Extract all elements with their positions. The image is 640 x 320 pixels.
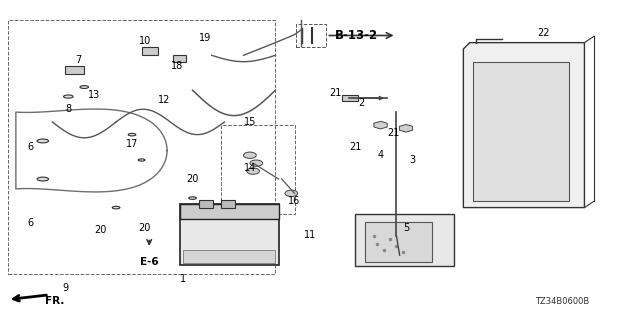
- Bar: [221, 125, 294, 214]
- Text: TZ34B0600B: TZ34B0600B: [535, 297, 589, 306]
- Text: 1: 1: [180, 274, 186, 284]
- Text: 12: 12: [157, 95, 170, 105]
- Bar: [180, 204, 278, 219]
- Bar: [65, 67, 84, 74]
- Bar: [180, 204, 278, 265]
- Bar: [473, 62, 568, 201]
- Text: 6: 6: [27, 219, 33, 228]
- Bar: [199, 200, 213, 208]
- Text: 2: 2: [358, 98, 365, 108]
- Ellipse shape: [128, 133, 136, 136]
- Text: 3: 3: [410, 155, 415, 165]
- Ellipse shape: [112, 206, 120, 209]
- Text: 20: 20: [139, 223, 151, 233]
- FancyArrowPatch shape: [358, 96, 383, 100]
- Text: 22: 22: [537, 28, 549, 38]
- Text: 13: 13: [88, 90, 100, 100]
- Bar: [342, 95, 358, 101]
- Bar: [183, 251, 275, 263]
- Text: 17: 17: [126, 139, 138, 149]
- Polygon shape: [463, 43, 584, 208]
- Text: 8: 8: [65, 104, 71, 114]
- Bar: [173, 55, 186, 62]
- Text: 7: 7: [75, 55, 81, 65]
- Ellipse shape: [63, 95, 73, 98]
- Text: 21: 21: [330, 88, 342, 98]
- Text: 14: 14: [244, 163, 256, 173]
- Ellipse shape: [189, 197, 196, 199]
- Text: 19: 19: [199, 33, 211, 43]
- Bar: [141, 47, 157, 55]
- Ellipse shape: [37, 177, 49, 181]
- Text: 4: 4: [378, 150, 383, 160]
- Text: B-13-2: B-13-2: [335, 29, 378, 42]
- Circle shape: [246, 168, 259, 174]
- Text: 20: 20: [186, 174, 199, 184]
- Text: 16: 16: [289, 196, 301, 206]
- Bar: [221, 200, 236, 208]
- Text: 10: 10: [139, 36, 151, 46]
- Bar: [296, 24, 326, 47]
- Text: 20: 20: [94, 225, 106, 235]
- Bar: [8, 20, 275, 274]
- Circle shape: [285, 190, 298, 196]
- Ellipse shape: [37, 139, 49, 143]
- Text: 9: 9: [62, 284, 68, 293]
- Text: 21: 21: [387, 128, 399, 138]
- Text: 18: 18: [170, 61, 183, 71]
- Text: 11: 11: [304, 229, 317, 240]
- Text: 21: 21: [349, 142, 361, 152]
- Bar: [365, 222, 431, 261]
- Circle shape: [244, 152, 256, 158]
- Ellipse shape: [80, 86, 88, 88]
- Text: E-6: E-6: [140, 257, 159, 267]
- Bar: [355, 214, 454, 266]
- Text: 5: 5: [403, 223, 409, 233]
- Text: 15: 15: [244, 117, 256, 127]
- Ellipse shape: [138, 159, 145, 161]
- Circle shape: [250, 160, 262, 166]
- Text: FR.: FR.: [45, 296, 64, 306]
- Text: 6: 6: [27, 142, 33, 152]
